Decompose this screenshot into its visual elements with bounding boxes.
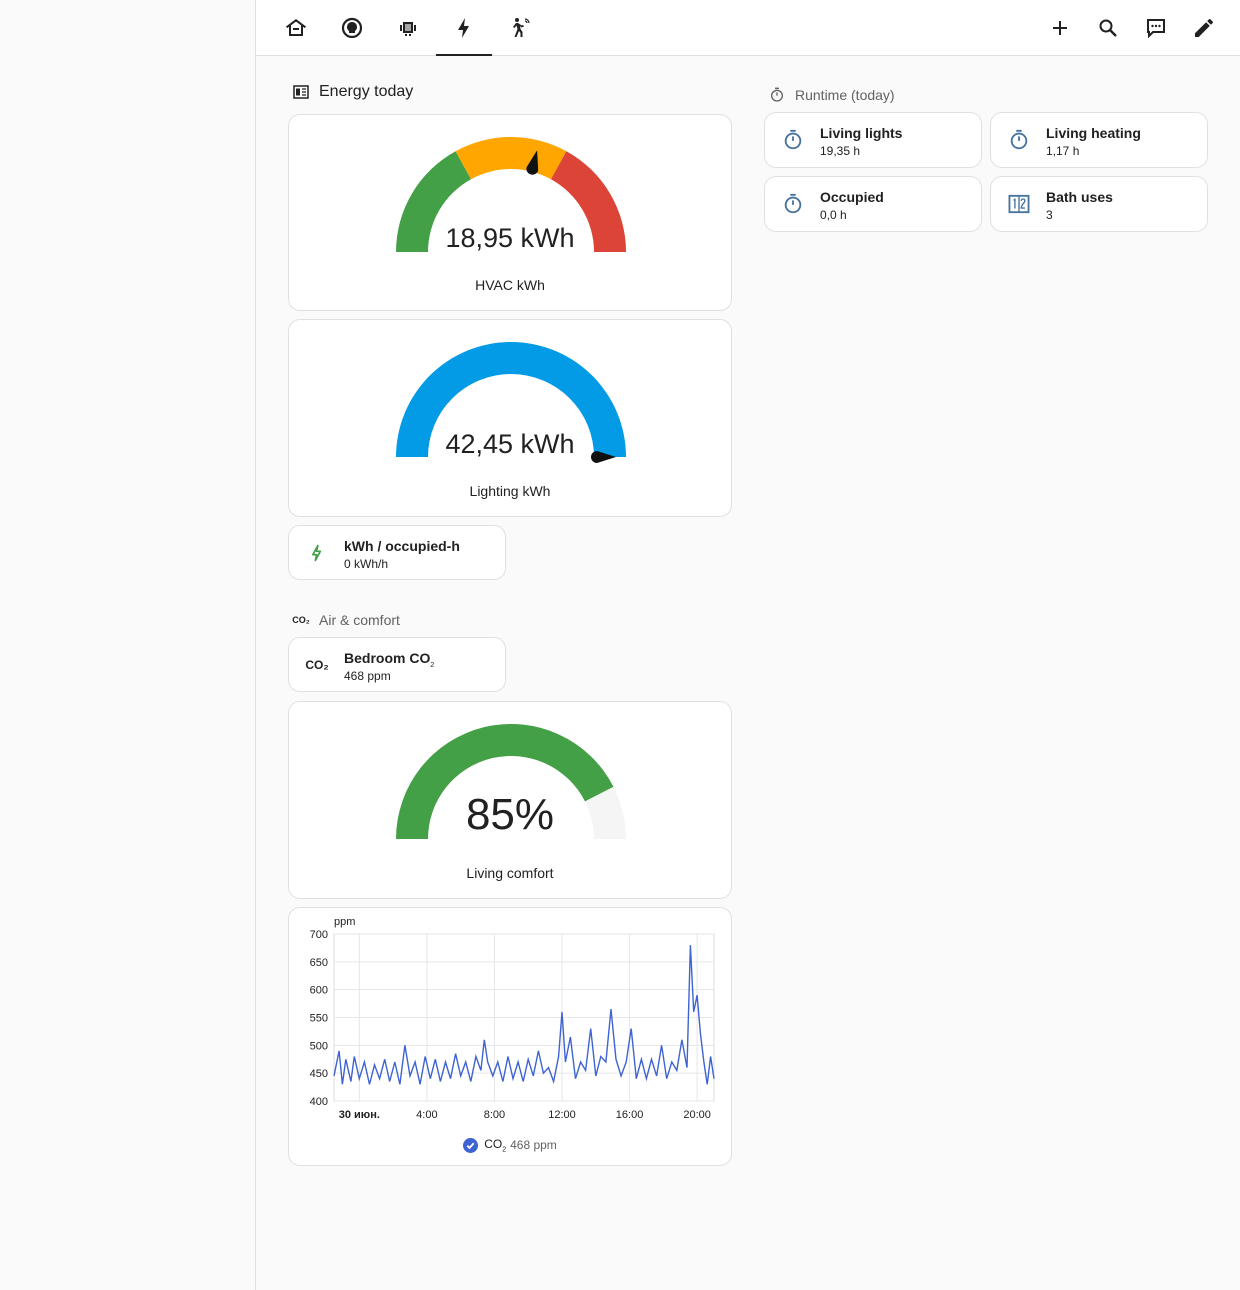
edit-dashboard-button[interactable] [1180, 4, 1228, 52]
tab-home[interactable] [268, 0, 324, 56]
x-axis-ticks: 30 июн. 4:00 8:00 12:00 16:00 20:00 [339, 1109, 711, 1121]
comfort-gauge-card[interactable]: 85% Living comfort [288, 701, 732, 899]
hvac-gauge-name: HVAC kWh [475, 277, 545, 293]
heater-icon [400, 22, 416, 36]
tile-value: 0 kWh/h [344, 557, 389, 571]
molecule-co2-icon: CO₂ [292, 615, 310, 625]
gauge-segment-red [550, 151, 626, 252]
checkbox-checked-icon [463, 1137, 479, 1153]
lighting-gauge-name: Lighting kWh [469, 483, 551, 499]
y-axis-ticks: 700 650 600 550 500 450 400 [310, 929, 328, 1108]
tile-name: Bedroom CO2 [344, 650, 435, 669]
lighting-gauge-card[interactable]: 42,45 kWh Lighting kWh [288, 319, 732, 517]
timer-outline-icon [781, 192, 805, 216]
meter-electric-icon [292, 83, 310, 101]
home-icon [286, 19, 306, 36]
dashboard-main: Energy today 18,95 kWh HVAC kWh 42,45 kW… [256, 0, 1240, 1290]
co2-history-card[interactable]: ppm 700 650 600 550 500 450 400 30 июн. 4:00 8:0… [288, 907, 732, 1166]
top-toolbar [256, 0, 1240, 56]
air-section-title: CO₂ Air & comfort [292, 611, 400, 629]
gauge-segment-yellow [455, 137, 567, 180]
tile-value: 0,0 h [820, 208, 847, 222]
x-tick-label: 12:00 [548, 1109, 576, 1121]
x-tick-label: 8:00 [484, 1109, 505, 1121]
motion-sensor-icon [513, 18, 530, 37]
tile-value: 468 ppm [344, 669, 391, 683]
runtime-section-title: Runtime (today) [768, 86, 895, 104]
tile-value: 1,17 h [1046, 144, 1080, 158]
y-tick-label: 400 [310, 1096, 328, 1108]
y-tick-label: 500 [310, 1040, 328, 1052]
y-tick-label: 450 [310, 1068, 328, 1080]
bath-uses-tile[interactable]: Bath uses 3 [990, 176, 1208, 232]
assist-chat-icon [1147, 19, 1165, 39]
y-axis-label: ppm [334, 916, 355, 928]
x-tick-label: 30 июн. [339, 1109, 380, 1121]
counter-icon [1007, 192, 1031, 216]
tile-name: Occupied [820, 189, 884, 205]
search-icon [1099, 19, 1117, 37]
energy-section-title: Energy today [292, 83, 413, 101]
y-tick-label: 600 [310, 985, 328, 997]
legend-series-name: CO2 [484, 1137, 507, 1154]
bedroom-co2-tile[interactable]: CO₂ Bedroom CO2 468 ppm [288, 637, 506, 692]
tab-lightbulb[interactable] [324, 0, 380, 56]
energy-section-label: Energy today [319, 83, 414, 100]
pencil-icon [1195, 19, 1213, 37]
living-lights-runtime-tile[interactable]: Living lights 19,35 h [764, 112, 982, 168]
gauge-fill [396, 342, 626, 457]
occupied-runtime-tile[interactable]: Occupied 0,0 h [764, 176, 982, 232]
gauge-needle [591, 451, 616, 463]
plus-icon [1053, 21, 1067, 35]
tile-value: 3 [1046, 208, 1053, 222]
y-tick-label: 650 [310, 957, 328, 969]
tab-motion[interactable] [492, 0, 548, 56]
legend-series-value: 468 ppm [510, 1138, 557, 1153]
hvac-gauge-card[interactable]: 18,95 kWh HVAC kWh [288, 114, 732, 311]
tile-name: kWh / occupied-h [344, 538, 460, 554]
y-tick-label: 550 [310, 1013, 328, 1025]
tab-heater[interactable] [380, 0, 436, 56]
lighting-gauge-value: 42,45 kWh [445, 429, 575, 459]
lighting-gauge [396, 342, 626, 463]
comfort-gauge-value: 85% [465, 790, 555, 839]
comfort-gauge-name: Living comfort [466, 865, 554, 881]
hvac-gauge-value: 18,95 kWh [445, 223, 575, 253]
molecule-co2-icon: CO₂ [305, 658, 329, 672]
timer-outline-icon [781, 128, 805, 152]
kwh-per-occupied-tile[interactable]: kWh / occupied-h 0 kWh/h [288, 525, 506, 580]
add-button[interactable] [1036, 4, 1084, 52]
y-tick-label: 700 [310, 929, 328, 941]
x-tick-label: 16:00 [616, 1109, 644, 1121]
air-section-label: Air & comfort [319, 612, 400, 628]
tab-energy[interactable] [436, 0, 492, 56]
timer-outline-icon [768, 86, 786, 104]
living-heating-runtime-tile[interactable]: Living heating 1,17 h [990, 112, 1208, 168]
chart-legend[interactable]: CO2 468 ppm [289, 1137, 731, 1153]
hvac-gauge [396, 137, 626, 252]
chart-grid [333, 933, 715, 1102]
search-button[interactable] [1084, 4, 1132, 52]
tile-value: 19,35 h [820, 144, 861, 158]
x-tick-label: 20:00 [683, 1109, 711, 1121]
comfort-gauge [396, 724, 626, 839]
tile-name: Bath uses [1046, 189, 1113, 205]
lightbulb-icon [341, 17, 363, 39]
assist-button[interactable] [1132, 4, 1180, 52]
runtime-section-label: Runtime (today) [795, 87, 895, 103]
flash-icon [305, 541, 329, 565]
co2-line-chart: ppm 700 650 600 550 500 450 400 30 июн. 4:00 8:0… [310, 916, 715, 1121]
gauge-needle [526, 150, 539, 175]
lightning-bolt-icon [458, 18, 469, 38]
x-tick-label: 4:00 [416, 1109, 437, 1121]
sidebar [0, 0, 256, 1290]
gauge-fill [396, 724, 614, 839]
tile-name: Living lights [820, 125, 903, 141]
timer-outline-icon [1007, 128, 1031, 152]
co2-series-line [333, 945, 715, 1085]
gauge-segment-green [396, 151, 472, 252]
tile-name: Living heating [1046, 125, 1141, 141]
